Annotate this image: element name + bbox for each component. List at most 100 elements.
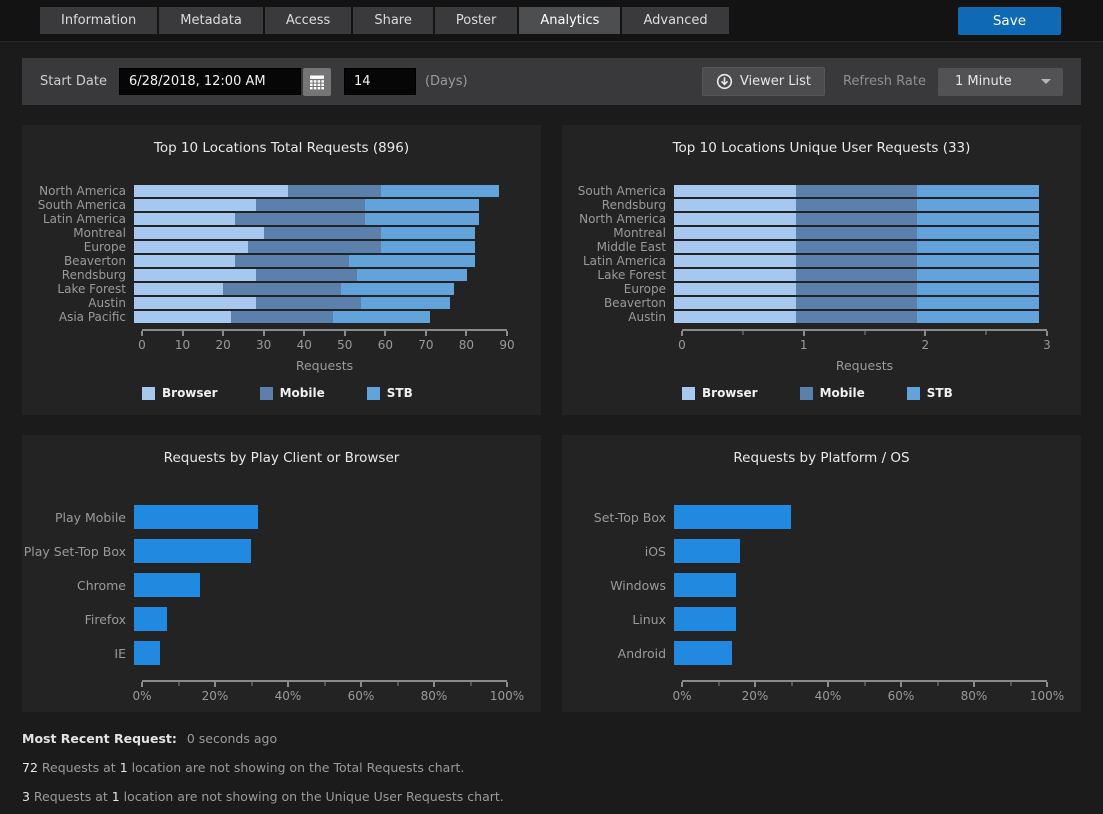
axis-tick bbox=[262, 331, 265, 336]
chart-title: Requests by Play Client or Browser bbox=[163, 450, 400, 466]
bar-track bbox=[674, 311, 1039, 323]
calendar-button[interactable] bbox=[302, 67, 331, 96]
category-label: Europe bbox=[623, 282, 666, 296]
save-button[interactable]: Save bbox=[957, 6, 1061, 35]
bar-track bbox=[674, 539, 1039, 563]
tab-access[interactable]: Access bbox=[264, 7, 352, 34]
legend-item: STB bbox=[366, 386, 413, 400]
bar-row: Austin bbox=[22, 296, 541, 310]
axis-tick-label: 10 bbox=[174, 338, 191, 352]
bar-segment-stb bbox=[917, 185, 1039, 197]
axis-tick bbox=[506, 682, 508, 687]
axis-tick-label: 20% bbox=[741, 689, 769, 703]
bar-track bbox=[134, 311, 499, 323]
viewer-list-button[interactable]: Viewer List bbox=[701, 67, 825, 96]
days-input[interactable] bbox=[343, 68, 416, 95]
axis-tick bbox=[222, 331, 225, 336]
bar-segment-browser bbox=[134, 241, 248, 253]
bar-segment-mobile bbox=[255, 199, 366, 211]
bar-segment-mobile bbox=[231, 311, 333, 323]
bar-segment-mobile bbox=[263, 227, 382, 239]
bar-segment-stb bbox=[340, 283, 455, 295]
bar-segment-stb bbox=[381, 241, 475, 253]
chart-note: 72 Requests at 1 location are not showin… bbox=[22, 760, 1081, 775]
tab-advanced[interactable]: Advanced bbox=[622, 7, 729, 34]
legend-label: Browser bbox=[162, 386, 218, 400]
axis-minor-tick bbox=[864, 682, 865, 686]
tab-analytics[interactable]: Analytics bbox=[519, 7, 621, 34]
legend-item: STB bbox=[906, 386, 953, 400]
bar-row: Beaverton bbox=[562, 296, 1081, 310]
refresh-rate-value: 1 Minute bbox=[955, 74, 1012, 89]
note-text: Requests at bbox=[29, 789, 112, 804]
legend-item: Browser bbox=[142, 386, 218, 400]
axis-tick-label: 0 bbox=[138, 338, 146, 352]
chart-title: Top 10 Locations Total Requests (896) bbox=[153, 140, 410, 156]
bar-segment-mobile bbox=[235, 213, 366, 225]
legend-item: Mobile bbox=[799, 386, 865, 400]
bar-row: North America bbox=[22, 184, 541, 198]
axis-minor-tick bbox=[324, 682, 325, 686]
bar-segment-browser bbox=[674, 255, 796, 267]
refresh-rate-select[interactable]: 1 Minute bbox=[938, 67, 1063, 96]
bar-track bbox=[674, 297, 1039, 309]
refresh-rate-label: Refresh Rate bbox=[842, 74, 926, 89]
category-label: Austin bbox=[628, 310, 666, 324]
bar-track bbox=[674, 269, 1039, 281]
bar-row: Lake Forest bbox=[22, 282, 541, 296]
bar-segment-mobile bbox=[247, 241, 382, 253]
axis-tick-label: 100% bbox=[489, 689, 525, 703]
bar-segment-requests bbox=[134, 607, 167, 631]
bar-segment-stb bbox=[332, 311, 431, 323]
axis-tick-label: 1 bbox=[799, 338, 808, 352]
x-axis-label: Requests bbox=[295, 358, 354, 373]
bar-row: Rendsburg bbox=[562, 198, 1081, 212]
bar-segment-mobile bbox=[255, 297, 362, 309]
category-label: Windows bbox=[610, 577, 666, 593]
bar-row: Windows bbox=[562, 568, 1081, 602]
axis-minor-tick bbox=[178, 682, 179, 686]
bar-track bbox=[134, 297, 499, 309]
bar-segment-browser bbox=[674, 241, 796, 253]
axis-tick bbox=[900, 682, 902, 687]
bar-segment-mobile bbox=[235, 255, 349, 267]
note-text: location are not showing on the Unique U… bbox=[119, 789, 504, 804]
bar-segment-stb bbox=[917, 227, 1039, 239]
bar-row: Asia Pacific bbox=[22, 310, 541, 324]
bar-row: Montreal bbox=[22, 226, 541, 240]
bar-segment-stb bbox=[917, 311, 1039, 323]
legend-label: Browser bbox=[702, 386, 758, 400]
chart-title: Requests by Platform / OS bbox=[733, 450, 910, 466]
bar-track bbox=[674, 255, 1039, 267]
category-label: Lake Forest bbox=[57, 282, 126, 296]
axis-minor-tick bbox=[470, 682, 471, 686]
axis-minor-tick bbox=[985, 331, 987, 335]
chart-legend: Browser Mobile STB bbox=[682, 386, 1081, 400]
bar-track bbox=[134, 283, 499, 295]
bar-segment-stb bbox=[917, 241, 1039, 253]
tab-share[interactable]: Share bbox=[353, 7, 433, 34]
legend-label: Mobile bbox=[819, 386, 865, 400]
tab-information[interactable]: Information bbox=[40, 7, 158, 34]
bar-track bbox=[134, 199, 499, 211]
bar-segment-stb bbox=[917, 269, 1039, 281]
bar-segment-browser bbox=[134, 297, 256, 309]
axis-tick-label: 60% bbox=[887, 689, 915, 703]
axis-tick bbox=[287, 682, 289, 687]
analytics-toolbar: Start Date (Days) Viewer List Refresh Ra… bbox=[22, 58, 1081, 105]
chart-notes: 72 Requests at 1 location are not showin… bbox=[22, 760, 1081, 804]
category-label: Chrome bbox=[76, 577, 126, 593]
start-date-input[interactable] bbox=[118, 68, 301, 95]
tab-metadata[interactable]: Metadata bbox=[159, 7, 263, 34]
category-label: IE bbox=[114, 645, 126, 661]
category-label: Android bbox=[617, 645, 666, 661]
bar-track bbox=[134, 269, 499, 281]
viewer-list-label: Viewer List bbox=[739, 74, 811, 89]
bar-row: Rendsburg bbox=[22, 268, 541, 282]
tab-poster[interactable]: Poster bbox=[434, 7, 518, 34]
bar-segment-mobile bbox=[795, 185, 918, 197]
bar-segment-browser bbox=[674, 311, 796, 323]
start-date-label: Start Date bbox=[40, 74, 107, 89]
bar-segment-browser bbox=[674, 185, 796, 197]
bar-segment-mobile bbox=[795, 269, 918, 281]
